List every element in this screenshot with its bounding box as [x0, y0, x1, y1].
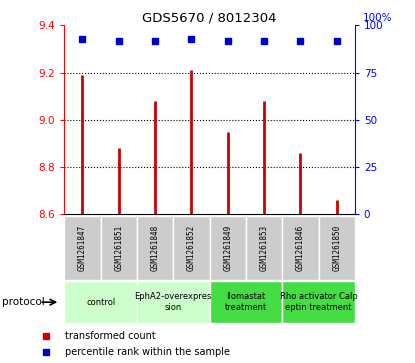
Text: GSM1261849: GSM1261849 — [223, 225, 232, 271]
Text: GSM1261852: GSM1261852 — [187, 225, 196, 271]
Text: GSM1261850: GSM1261850 — [332, 225, 341, 271]
Bar — [64, 281, 137, 323]
Bar — [246, 216, 282, 280]
Text: control: control — [86, 298, 115, 307]
Text: GSM1261847: GSM1261847 — [78, 225, 87, 271]
Bar — [282, 281, 355, 323]
Text: GSM1261846: GSM1261846 — [296, 225, 305, 271]
Text: EphA2-overexpres
sion: EphA2-overexpres sion — [134, 293, 212, 312]
Text: Ilomastat
treatment: Ilomastat treatment — [225, 293, 267, 312]
Text: GSM1261853: GSM1261853 — [259, 225, 269, 271]
Text: percentile rank within the sample: percentile rank within the sample — [65, 347, 230, 357]
Text: transformed count: transformed count — [65, 331, 156, 340]
Text: Rho activator Calp
eptin treatment: Rho activator Calp eptin treatment — [280, 293, 357, 312]
Bar — [100, 216, 137, 280]
Bar — [210, 281, 282, 323]
Bar — [173, 216, 210, 280]
Text: GSM1261848: GSM1261848 — [151, 225, 160, 271]
Bar — [137, 216, 173, 280]
Text: 100%: 100% — [363, 13, 393, 23]
Bar — [319, 216, 355, 280]
Bar — [210, 216, 246, 280]
Bar — [64, 216, 101, 280]
Text: protocol: protocol — [2, 297, 45, 307]
Bar — [137, 281, 210, 323]
Title: GDS5670 / 8012304: GDS5670 / 8012304 — [142, 11, 277, 24]
Text: GSM1261851: GSM1261851 — [114, 225, 123, 271]
Bar — [282, 216, 319, 280]
